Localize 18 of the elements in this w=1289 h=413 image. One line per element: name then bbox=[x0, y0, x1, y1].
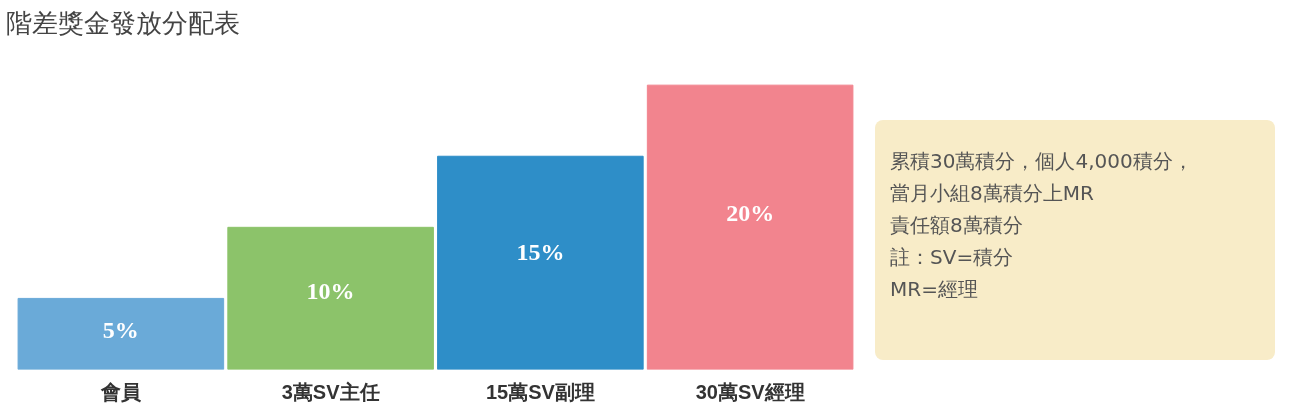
data-label: 15% bbox=[516, 239, 565, 266]
x-tick-label: 3萬SV主任 bbox=[281, 380, 380, 403]
text: 累積30萬積分，個人4,000積分， bbox=[890, 149, 1193, 173]
bar bbox=[437, 155, 644, 370]
text: 當月小組8萬積分上MR bbox=[890, 181, 1094, 205]
chart-title: 階差獎金發放分配表 bbox=[5, 7, 240, 38]
x-tick-label: 15萬SV副理 bbox=[485, 380, 595, 403]
text: 責任額8萬積分 bbox=[890, 213, 1023, 237]
data-label: 5% bbox=[102, 317, 139, 344]
x-tick-label: 30萬SV經理 bbox=[695, 380, 805, 403]
bar bbox=[646, 84, 854, 370]
text: MR=經理 bbox=[890, 277, 978, 301]
data-label: 10% bbox=[306, 278, 355, 305]
text: 註：SV=積分 bbox=[890, 245, 1014, 269]
bar bbox=[227, 226, 434, 370]
bar bbox=[17, 297, 225, 370]
data-label: 20% bbox=[726, 200, 775, 227]
x-tick-label: 會員 bbox=[99, 380, 142, 403]
